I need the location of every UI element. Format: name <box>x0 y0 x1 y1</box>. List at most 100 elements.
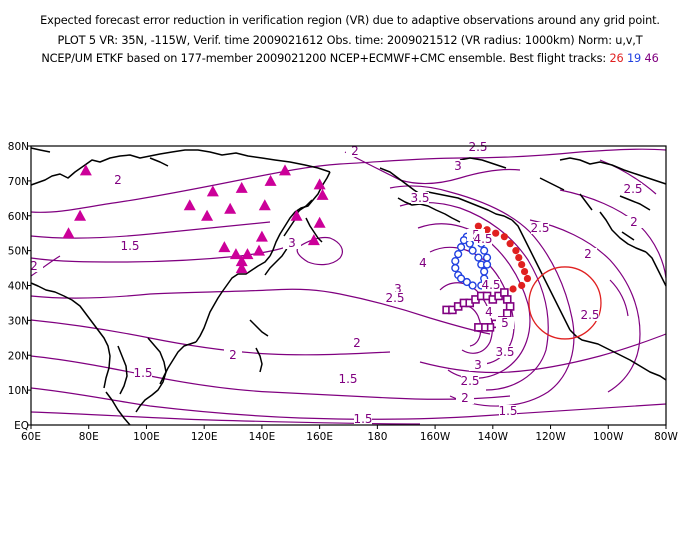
track-19-point <box>482 260 492 269</box>
contour-label: 3 <box>394 282 402 296</box>
x-tick-label: 80W <box>654 431 678 443</box>
coastline-segment <box>459 157 507 169</box>
contour-label: 4.5 <box>473 232 492 246</box>
track-46-point <box>502 309 512 318</box>
contour-line <box>559 189 667 279</box>
contour-label: 3 <box>454 159 462 173</box>
contour-line <box>599 159 657 195</box>
coastline-segment <box>249 319 269 337</box>
contour-label: 1.5 <box>353 412 372 426</box>
observation-triangle <box>313 178 326 190</box>
coastline-segment <box>117 345 128 395</box>
contour-label: 4 <box>485 305 493 319</box>
observation-triangle <box>235 255 248 267</box>
contour-label: 2 <box>114 173 122 187</box>
coastline-segment <box>30 149 331 186</box>
contour-line <box>389 185 575 407</box>
contour-line <box>417 223 531 379</box>
y-tick-label: 80N <box>8 141 29 153</box>
track-46-point <box>502 295 512 304</box>
observation-triangle <box>224 202 237 214</box>
coastline-segment <box>419 191 513 221</box>
contour-label: 3 <box>474 358 482 372</box>
observation-triangle <box>79 164 92 176</box>
contour-label: 2.5 <box>580 308 599 322</box>
track-26-point <box>474 222 482 230</box>
contour-label: 3 <box>288 236 296 250</box>
coastline-segment <box>579 193 593 211</box>
y-tick-label: 20N <box>8 350 29 362</box>
contour-line <box>399 201 549 391</box>
verification-region <box>528 266 602 340</box>
coastline-segment <box>645 251 667 287</box>
observation-triangle <box>313 216 326 228</box>
contour-line <box>30 355 511 400</box>
contour-label: 2 <box>30 259 38 273</box>
x-tick-label: 100E <box>133 431 160 443</box>
contour-line <box>529 219 641 393</box>
contour-label: 3.5 <box>410 191 429 205</box>
track-label-26: 26 <box>609 52 624 65</box>
y-tick-label: 40N <box>8 281 29 293</box>
coastline-segment <box>30 147 51 153</box>
coastline-segment <box>569 329 667 381</box>
contour-label: 2 <box>229 348 237 362</box>
coastline-segment <box>379 167 421 195</box>
coastline-segment <box>30 282 111 389</box>
track-19-point <box>474 253 483 262</box>
track-19-point <box>451 256 460 266</box>
track-19-point <box>482 253 492 262</box>
observation-triangle <box>253 244 266 256</box>
contour-label: 4.5 <box>481 278 500 292</box>
header-line-3: NCEP/UM ETKF based on 177-member 2009021… <box>0 52 700 65</box>
contour-label: 2.5 <box>468 140 487 154</box>
contour-label: 2 <box>353 336 361 350</box>
coastline-segment <box>599 211 647 253</box>
contour-label: 2.5 <box>460 374 479 388</box>
track-label-46: 46 <box>644 52 659 65</box>
coastline-segment <box>105 391 131 426</box>
observation-triangle <box>62 227 75 239</box>
observation-triangle <box>307 234 320 246</box>
x-tick-label: 80E <box>79 431 99 443</box>
coastline-segment <box>305 217 323 243</box>
observation-triangle <box>183 199 196 211</box>
header-line-2: PLOT 5 VR: 35N, -115W, Verif. time 20090… <box>57 34 643 47</box>
contour-label: 2 <box>630 215 638 229</box>
contour-label: 2 <box>351 144 359 158</box>
observation-triangle <box>206 185 219 197</box>
track-26-point <box>509 285 517 293</box>
track-26-point <box>520 267 529 276</box>
contour-label: 1.5 <box>120 239 139 253</box>
x-axis-ticks: 60E 80E 100E 120E 140E 160E 180 160W 140W 120W 100… <box>21 425 678 443</box>
observation-triangle <box>255 230 268 242</box>
coastline-segment <box>559 157 667 185</box>
contour-label: 3.5 <box>495 345 514 359</box>
track-46-point <box>474 323 483 332</box>
observation-triangle <box>279 164 291 176</box>
observation-triangle <box>218 241 231 253</box>
track-19-point <box>468 246 477 255</box>
contour-label: 2 <box>584 247 592 261</box>
contour-line <box>296 236 343 266</box>
contour-label: 1.5 <box>133 366 152 380</box>
coastline-segment <box>195 255 271 343</box>
track-26-point <box>523 274 532 283</box>
track-19-point <box>454 250 463 259</box>
header-line-1: Expected forecast error reduction in ver… <box>40 14 660 27</box>
contour-label: 2 <box>461 391 469 405</box>
coastline-segment <box>397 197 461 223</box>
observation-triangle <box>258 199 271 211</box>
y-tick-label: EQ <box>14 420 29 432</box>
track-19-point <box>480 267 489 276</box>
track-19-point <box>456 243 466 252</box>
contour-label: 4 <box>419 256 427 270</box>
track-26-point <box>518 281 526 290</box>
contour-line <box>30 387 667 420</box>
coastline-segment <box>539 177 565 191</box>
contour-line <box>609 279 629 317</box>
verification-region-circle <box>528 266 602 340</box>
contour-line <box>30 319 391 356</box>
